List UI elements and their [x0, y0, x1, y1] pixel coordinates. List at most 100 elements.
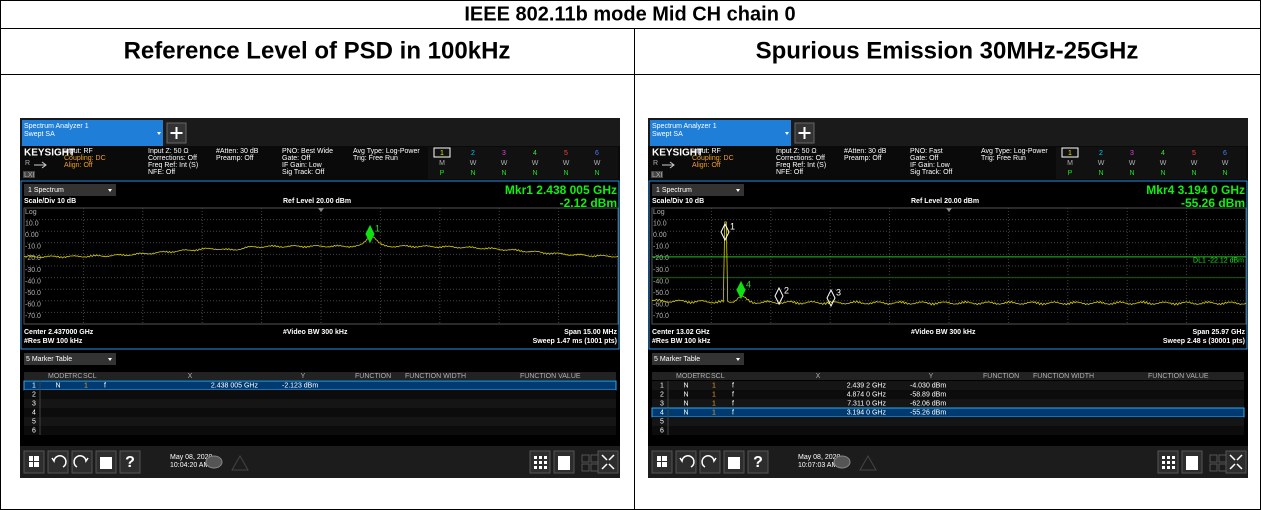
table-row[interactable]: [652, 417, 1244, 426]
table-row[interactable]: [24, 399, 616, 408]
analyzer-tab[interactable]: [650, 120, 791, 146]
redo-button[interactable]: [71, 450, 93, 474]
trace-number: 5: [564, 150, 568, 157]
marker-diamond: [826, 288, 836, 308]
folder-icon: [728, 457, 740, 469]
window-dropdown[interactable]: [652, 353, 744, 365]
table-row[interactable]: [24, 426, 616, 435]
help-button[interactable]: [747, 450, 769, 474]
window-dropdown[interactable]: [24, 184, 116, 196]
table-cell: 3: [660, 400, 664, 407]
column-heading: FUNCTION: [355, 373, 391, 380]
help-button[interactable]: [119, 450, 141, 474]
undo-button[interactable]: [47, 450, 69, 474]
table-cell: 1: [712, 382, 716, 389]
message-icon[interactable]: [833, 455, 851, 469]
redo-button[interactable]: [699, 450, 721, 474]
table-header: [652, 372, 1244, 380]
trace-panel: [1056, 147, 1246, 179]
span: Span 25.97 GHz: [1192, 329, 1245, 336]
help-icon: ?: [753, 454, 763, 471]
trace-number: 4: [533, 150, 537, 157]
column-heading: X: [816, 373, 821, 380]
trace-mode: W: [1098, 160, 1105, 167]
setting: IF Gain: Low: [282, 162, 323, 169]
table-row[interactable]: [24, 408, 616, 417]
y-axis-label: -10.0: [25, 244, 41, 251]
table-cell: 1: [712, 409, 716, 416]
marker-number: 1: [730, 221, 735, 231]
fullscreen-button[interactable]: [1225, 450, 1247, 474]
y-axis-label: -70.0: [25, 313, 41, 320]
ref-level: Ref Level 20.00 dBm: [283, 198, 351, 205]
table-row[interactable]: [652, 426, 1244, 435]
fullscreen-button[interactable]: [597, 450, 619, 474]
table-cell: N: [683, 409, 688, 416]
table-cell: -58.89 dBm: [910, 391, 946, 398]
y-axis-label: 10.0: [653, 220, 667, 227]
table-cell: 1: [32, 382, 36, 389]
window-dropdown[interactable]: [652, 184, 744, 196]
table-title: IEEE 802.11b mode Mid CH chain 0: [464, 3, 795, 25]
table-row[interactable]: [24, 390, 616, 399]
trace-number: 1: [440, 150, 444, 157]
resolution-bandwidth: #Res BW 100 kHz: [24, 338, 83, 345]
trace-number: 1: [1068, 150, 1072, 157]
setting: Input Z: 50 Ω: [148, 148, 189, 155]
tab-label: Swept SA: [652, 131, 683, 138]
table-row[interactable]: [652, 381, 1244, 390]
windows-logo: [29, 456, 39, 467]
table-row[interactable]: [651, 407, 1245, 418]
redo-icon: [73, 455, 89, 468]
table-cell: f: [732, 400, 734, 407]
tab-label: Spectrum Analyzer 1: [652, 123, 717, 130]
date: May 08, 2020: [170, 454, 213, 461]
setting: NFE: Off: [148, 169, 175, 176]
table-row[interactable]: [652, 399, 1244, 408]
marker-value: -2.12 dBm: [560, 196, 617, 210]
resolution-bandwidth: #Res BW 100 kHz: [652, 338, 711, 345]
y-axis-label: 0.00: [653, 232, 667, 239]
trace-mode: W: [1191, 160, 1198, 167]
video-bandwidth: #Video BW 300 kHz: [283, 329, 348, 336]
y-axis-label: 10.0: [25, 220, 39, 227]
column-heading: SCL: [83, 373, 97, 380]
y-axis-label: -10.0: [653, 244, 669, 251]
message-icon[interactable]: [205, 455, 223, 469]
table-cell: 1: [712, 400, 716, 407]
marker-diamond: [774, 286, 784, 306]
span: Span 15.00 MHz: [564, 329, 617, 336]
center-frequency: Center 13.02 GHz: [652, 329, 710, 336]
marker-diamond: [720, 222, 730, 242]
table-cell: 4: [32, 409, 36, 416]
display-line-label: DL1 -22.12 dBm: [1193, 258, 1244, 265]
y-axis-label: 0.00: [25, 232, 39, 239]
y-axis-label: -40.0: [653, 278, 669, 285]
setting: Avg Type: Log-Power: [353, 148, 420, 155]
time: 10:07:03 AM: [798, 462, 837, 469]
trace-mode: M: [439, 160, 445, 167]
input-setting: Coupling: DC: [692, 155, 734, 162]
undo-button[interactable]: [675, 450, 697, 474]
marker-diamond: [365, 224, 375, 244]
analyzer-tab[interactable]: [22, 120, 163, 146]
window-dropdown[interactable]: [24, 353, 116, 365]
column-header: Reference Level of PSD in 100kHz: [124, 37, 511, 64]
column-heading: TRC: [696, 373, 710, 380]
dropdown-arrow: [108, 358, 112, 361]
marker-diamond: [736, 280, 746, 300]
trace-mode: W: [594, 160, 601, 167]
y-axis-label: -30.0: [25, 267, 41, 274]
table-cell: 6: [32, 427, 36, 434]
table-row[interactable]: [24, 417, 616, 426]
scale-label: Scale/Div 10 dB: [652, 198, 704, 205]
setting: Preamp: Off: [216, 155, 254, 162]
mode-label: R: [653, 160, 658, 167]
marker-number: 3: [836, 287, 841, 297]
trace-mode: W: [1160, 160, 1167, 167]
table-row[interactable]: [652, 390, 1244, 399]
lxi-label: LXI: [652, 172, 663, 179]
table-row[interactable]: [23, 380, 617, 391]
table-cell: f: [732, 409, 734, 416]
